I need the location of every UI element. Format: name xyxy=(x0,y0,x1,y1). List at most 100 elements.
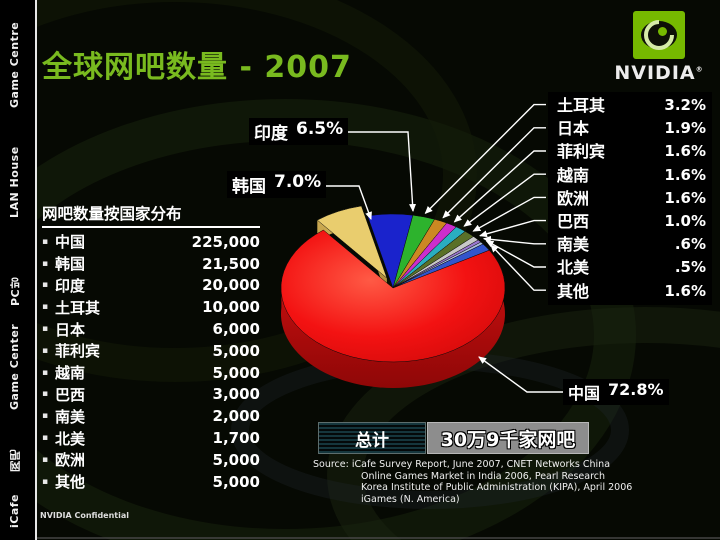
country-value: 5,000 xyxy=(212,450,260,469)
bullet-icon: ▪ xyxy=(42,280,49,291)
country-label: 土耳其 xyxy=(55,298,101,317)
source-line: Source: iCafe Survey Report, June 2007, … xyxy=(313,459,611,470)
table-row: ▪ 印度 20,000 xyxy=(42,275,260,297)
callout-india: 印度 6.5% xyxy=(249,118,349,145)
table-row: ▪ 中国 225,000 xyxy=(42,231,260,253)
legend-pct: 1.6% xyxy=(664,165,706,184)
legend-name: 北美 xyxy=(557,258,590,278)
sidebar: Game Centre LAN House PC방 Game Center 网吧… xyxy=(0,0,35,540)
country-label: 其他 xyxy=(55,473,86,492)
country-value: 10,000 xyxy=(202,298,260,317)
legend-names: 土耳其 日本 菲利宾 越南 欧洲 巴西 南美 北美 其他 xyxy=(548,92,656,305)
legend-name: 越南 xyxy=(557,165,590,185)
table-row: ▪ 南美 2,000 xyxy=(42,405,260,427)
callout-korea: 韩国 7.0% xyxy=(227,171,327,198)
bullet-icon: ▪ xyxy=(42,476,49,487)
country-value: 5,000 xyxy=(212,472,260,491)
country-value: 6,000 xyxy=(212,320,260,339)
source-line: iGames (N. America) xyxy=(361,493,460,505)
registered-mark: ® xyxy=(695,65,704,74)
legend-pct: 1.6% xyxy=(664,188,706,207)
bullet-icon: ▪ xyxy=(42,324,49,335)
sidebar-item-icafe: iCafe xyxy=(8,493,21,528)
legend-name: 日本 xyxy=(557,119,590,139)
sidebar-item-game-center: Game Center xyxy=(8,323,21,410)
table-row: ▪ 菲利宾 5,000 xyxy=(42,340,260,362)
table-row: ▪ 北美 1,700 xyxy=(42,427,260,449)
bullet-icon: ▪ xyxy=(42,433,49,444)
bullet-icon: ▪ xyxy=(42,236,49,247)
bullet-icon: ▪ xyxy=(42,258,49,269)
sidebar-item-lan-house: LAN House xyxy=(8,146,21,218)
confidential-note: NVIDIA Confidential xyxy=(40,511,130,520)
legend-percents: 3.2% 1.9% 1.6% 1.6% 1.6% 1.0% .6% .5% 1.… xyxy=(651,92,712,305)
table-row: ▪ 巴西 3,000 xyxy=(42,384,260,406)
country-label: 日本 xyxy=(55,320,86,339)
country-label: 韩国 xyxy=(55,255,86,274)
sidebar-item-game-centre: Game Centre xyxy=(8,21,21,108)
legend-name: 巴西 xyxy=(557,211,590,231)
nvidia-eye-icon xyxy=(633,11,685,59)
country-value: 2,000 xyxy=(212,407,260,426)
page-title: 全球网吧数量 - 2007 xyxy=(42,50,352,86)
legend-pct: 3.2% xyxy=(664,96,706,114)
callout-pct: 7.0% xyxy=(274,172,322,192)
country-label: 越南 xyxy=(55,364,86,383)
country-label: 巴西 xyxy=(55,385,86,404)
callout-pct: 72.8% xyxy=(608,380,664,399)
bullet-icon: ▪ xyxy=(42,389,49,400)
country-value: 21,500 xyxy=(202,254,260,273)
country-value: 3,000 xyxy=(212,385,260,404)
table-row: ▪ 韩国 21,500 xyxy=(42,253,260,275)
table-row: ▪ 欧洲 5,000 xyxy=(42,449,260,471)
callout-label: 印度 xyxy=(254,124,288,144)
country-value: 225,000 xyxy=(191,232,260,251)
callout-china: 中国 72.8% xyxy=(563,379,669,405)
country-value: 20,000 xyxy=(202,276,260,295)
country-value: 5,000 xyxy=(212,363,260,382)
legend-name: 其他 xyxy=(557,281,590,301)
country-label: 中国 xyxy=(55,233,86,252)
bullet-icon: ▪ xyxy=(42,411,49,422)
legend-pct: 1.9% xyxy=(664,119,706,138)
legend-name: 欧洲 xyxy=(557,188,590,208)
legend-pct: .5% xyxy=(674,258,706,277)
country-label: 印度 xyxy=(55,276,86,295)
source-line: Online Games Market in India 2006, Pearl… xyxy=(361,470,606,482)
bullet-icon: ▪ xyxy=(42,367,49,378)
callout-label: 韩国 xyxy=(232,177,266,197)
legend-name: 南美 xyxy=(557,235,590,255)
table-row: ▪ 土耳其 10,000 xyxy=(42,296,260,318)
nvidia-logo: NVIDIA® xyxy=(614,10,704,84)
callout-pct: 6.5% xyxy=(296,119,344,139)
country-table-heading: 网吧数量按国家分布 xyxy=(42,202,260,228)
country-label: 南美 xyxy=(55,407,86,426)
country-label: 北美 xyxy=(55,429,86,448)
sidebar-item-wangba: 网吧 xyxy=(9,449,22,472)
sidebar-divider xyxy=(35,0,37,540)
legend-pct: 1.0% xyxy=(664,211,706,230)
sidebar-item-pc-bang: PC방 xyxy=(9,277,22,306)
callout-label: 中国 xyxy=(568,384,601,403)
bottom-divider xyxy=(37,537,720,539)
legend-pct: .6% xyxy=(674,235,706,254)
table-row: ▪ 日本 6,000 xyxy=(42,318,260,340)
bullet-icon: ▪ xyxy=(42,454,49,465)
total-value-box: 30万9千家网吧 xyxy=(427,422,589,454)
legend-pct: 1.6% xyxy=(664,142,706,161)
country-value: 5,000 xyxy=(212,341,260,360)
country-label: 欧洲 xyxy=(55,451,86,470)
table-row: ▪ 其他 5,000 xyxy=(42,471,260,493)
legend-name: 土耳其 xyxy=(557,96,606,115)
source-citation: Source: iCafe Survey Report, June 2007, … xyxy=(313,459,632,505)
bullet-icon: ▪ xyxy=(42,302,49,313)
country-value: 1,700 xyxy=(212,429,260,448)
nvidia-logo-text: NVIDIA® xyxy=(614,62,704,84)
total-label-box: 总计 xyxy=(318,422,426,454)
source-line: Korea Institute of Public Administration… xyxy=(361,482,633,493)
legend-pct: 1.6% xyxy=(664,281,706,300)
bullet-icon: ▪ xyxy=(42,345,49,356)
country-table: 网吧数量按国家分布 ▪ 中国 225,000 ▪ 韩国 21,500 ▪ 印度 20,000… xyxy=(42,202,260,493)
